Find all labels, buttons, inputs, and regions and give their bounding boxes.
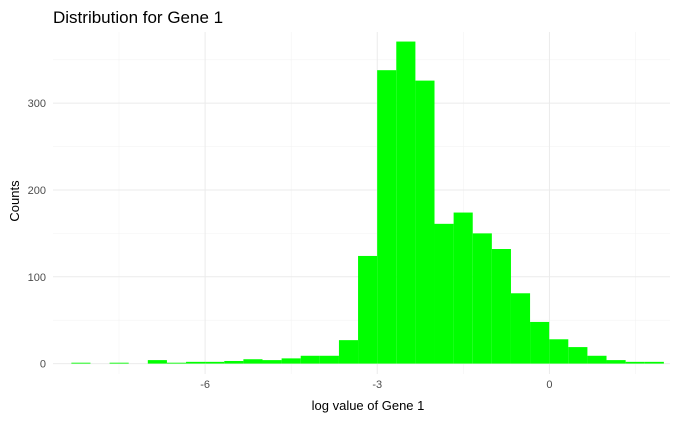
histogram-bar xyxy=(358,255,378,364)
histogram-bar xyxy=(147,360,167,364)
histogram-bar xyxy=(262,360,282,364)
y-axis-title: Counts xyxy=(7,180,22,222)
histogram-bar xyxy=(281,358,301,364)
histogram-bar xyxy=(625,361,645,364)
histogram-bar xyxy=(243,359,263,364)
tick-labels: -6 -3 0 0 100 200 300 xyxy=(28,98,553,391)
histogram-bar xyxy=(338,340,359,364)
y-tick-label: 200 xyxy=(28,185,46,197)
y-tick-label: 300 xyxy=(28,98,46,110)
histogram-bar xyxy=(434,223,454,364)
histogram-bar xyxy=(453,212,473,364)
x-axis-title: log value of Gene 1 xyxy=(312,398,425,413)
histogram-bar xyxy=(530,321,550,364)
x-tick-label: -6 xyxy=(200,379,210,391)
histogram-bar xyxy=(166,362,187,364)
histogram-bar xyxy=(491,249,511,364)
histogram-bar xyxy=(377,70,397,364)
x-tick-label: 0 xyxy=(546,379,552,391)
y-tick-label: 100 xyxy=(28,272,46,284)
histogram-bar xyxy=(224,360,244,364)
histogram-bar xyxy=(319,355,339,364)
histogram-bar xyxy=(415,80,435,364)
histogram-bars xyxy=(71,41,664,364)
histogram-bar xyxy=(396,41,416,364)
x-tick-label: -3 xyxy=(372,379,382,391)
histogram-bar xyxy=(109,362,129,364)
histogram-bar xyxy=(205,361,225,364)
histogram-bar xyxy=(71,362,91,364)
histogram-bar xyxy=(644,361,664,364)
histogram-bar xyxy=(549,339,569,364)
histogram-bar xyxy=(568,347,588,364)
histogram-bar xyxy=(587,355,607,364)
chart-title: Distribution for Gene 1 xyxy=(53,8,223,27)
histogram-bar xyxy=(510,293,531,364)
y-tick-label: 0 xyxy=(40,359,46,371)
histogram-bar xyxy=(300,355,320,364)
histogram-bar xyxy=(472,233,492,364)
histogram-bar xyxy=(606,360,626,364)
histogram-bar xyxy=(186,361,206,364)
